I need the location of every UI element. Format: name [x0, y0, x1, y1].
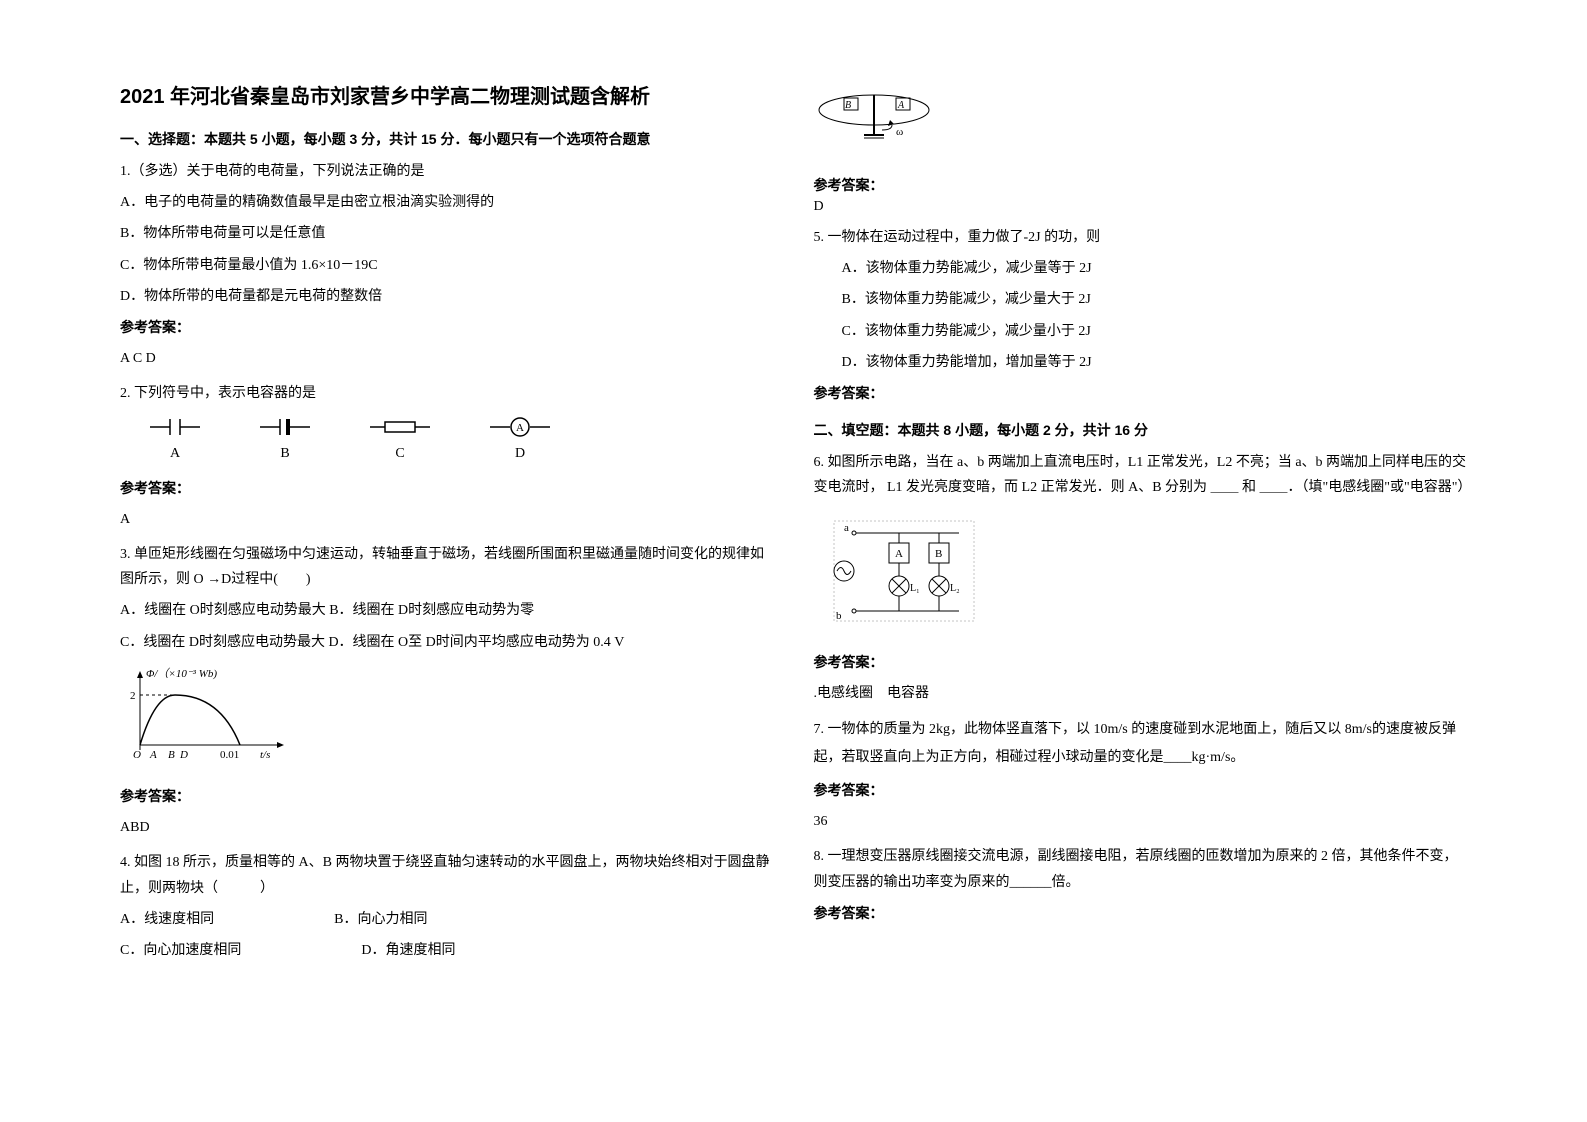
resistor-icon: [370, 417, 430, 437]
q4-answer: D: [814, 199, 1468, 215]
q2-symbols: A B C: [120, 417, 580, 466]
ammeter-icon: A: [490, 417, 550, 437]
q2-stem: 2. 下列符号中，表示电容器的是: [120, 381, 774, 406]
q3-line2: A．线圈在 O时刻感应电动势最大 B．线圈在 D时刻感应电动势为零: [120, 598, 774, 623]
q4-optB: B．向心力相同: [334, 907, 427, 932]
svg-text:A: A: [897, 100, 905, 111]
q4-stem: 4. 如图 18 所示，质量相等的 A、B 两物块置于绕竖直轴匀速转动的水平圆盘…: [120, 850, 774, 900]
q2-answer: A: [120, 507, 774, 532]
q1-stem: 1.（多选）关于电荷的电荷量，下列说法正确的是: [120, 159, 774, 184]
svg-text:D: D: [179, 749, 188, 761]
q2-label-b: B: [280, 446, 289, 461]
svg-text:ω: ω: [896, 126, 903, 138]
q2-answer-label: 参考答案：: [120, 476, 774, 501]
svg-text:L₂: L₂: [950, 583, 960, 594]
question-3: 3. 单匝矩形线圈在匀强磁场中匀速运动，转轴垂直于磁场，若线圈所围面积里磁通量随…: [120, 542, 774, 840]
q2-label-a: A: [170, 446, 180, 461]
q4-answer-label: 参考答案：: [814, 175, 1468, 195]
q1-optC: C．物体所带电荷量最小值为 1.6×10－19C: [120, 253, 774, 278]
svg-text:B: B: [168, 749, 175, 761]
q3-answer-label: 参考答案：: [120, 784, 774, 809]
q7-answer-label: 参考答案：: [814, 778, 1468, 803]
svg-text:A: A: [895, 548, 903, 560]
q4-optC: C．向心加速度相同: [120, 938, 241, 963]
q2-symbol-c: C: [370, 417, 430, 466]
q4-figure: B A ω: [814, 80, 1468, 165]
q5-optB: B．该物体重力势能减少，减少量大于 2J: [814, 287, 1468, 312]
q2-label-d: D: [515, 446, 525, 461]
question-5: 5. 一物体在运动过程中，重力做了-2J 的功，则 A．该物体重力势能减少，减少…: [814, 225, 1468, 406]
question-4: 4. 如图 18 所示，质量相等的 A、B 两物块置于绕竖直轴匀速转动的水平圆盘…: [120, 850, 774, 963]
svg-text:A: A: [516, 422, 524, 434]
svg-text:L₁: L₁: [910, 583, 920, 594]
section2-header: 二、填空题：本题共 8 小题，每小题 2 分，共计 16 分: [814, 420, 1468, 440]
question-1: 1.（多选）关于电荷的电荷量，下列说法正确的是 A．电子的电荷量的精确数值最早是…: [120, 159, 774, 371]
q8-stem: 8. 一理想变压器原线圈接交流电源，副线圈接电阻，若原线圈的匝数增加为原来的 2…: [814, 844, 1468, 894]
svg-text:2: 2: [130, 690, 136, 702]
q5-answer-label: 参考答案：: [814, 381, 1468, 406]
q2-label-c: C: [395, 446, 404, 461]
q3-graph: Φ/（×10⁻³ Wb) 2 O A B D 0.01 t/s: [120, 665, 774, 774]
q7-answer: 36: [814, 809, 1468, 834]
q3-stem: 3. 单匝矩形线圈在匀强磁场中匀速运动，转轴垂直于磁场，若线圈所围面积里磁通量随…: [120, 542, 774, 592]
q1-optD: D．物体所带的电荷量都是元电荷的整数倍: [120, 284, 774, 309]
question-8: 8. 一理想变压器原线圈接交流电源，副线圈接电阻，若原线圈的匝数增加为原来的 2…: [814, 844, 1468, 926]
q1-answer: A C D: [120, 346, 774, 371]
page-title: 2021 年河北省秦皇岛市刘家营乡中学高二物理测试题含解析: [120, 80, 774, 109]
question-6: 6. 如图所示电路，当在 a、b 两端加上直流电压时，L1 正常发光，L2 不亮…: [814, 450, 1468, 706]
q4-optA: A．线速度相同: [120, 907, 214, 932]
svg-text:0.01: 0.01: [220, 749, 239, 761]
q6-stem: 6. 如图所示电路，当在 a、b 两端加上直流电压时，L1 正常发光，L2 不亮…: [814, 450, 1468, 500]
svg-text:B: B: [845, 100, 851, 111]
q5-optD: D．该物体重力势能增加，增加量等于 2J: [814, 350, 1468, 375]
question-7: 7. 一物体的质量为 2kg，此物体竖直落下，以 10m/s 的速度碰到水泥地面…: [814, 716, 1468, 834]
svg-text:t/s: t/s: [260, 749, 270, 761]
q2-symbol-d: A D: [490, 417, 550, 466]
capacitor-plain-icon: [150, 417, 200, 437]
q5-optA: A．该物体重力势能减少，减少量等于 2J: [814, 256, 1468, 281]
q6-circuit: a b A L₁: [814, 511, 1468, 640]
q4-optD: D．角速度相同: [361, 938, 455, 963]
q2-symbol-b: B: [260, 417, 310, 466]
graph-ylabel: Φ/（×10⁻³ Wb): [146, 667, 217, 680]
question-2: 2. 下列符号中，表示电容器的是 A B: [120, 381, 774, 532]
capacitor-polarized-icon: [260, 417, 310, 437]
q3-line3: C．线圈在 D时刻感应电动势最大 D．线圈在 O至 D时间内平均感应电动势为 0…: [120, 630, 774, 655]
q2-symbol-a: A: [150, 417, 200, 466]
flux-time-graph: Φ/（×10⁻³ Wb) 2 O A B D 0.01 t/s: [120, 665, 300, 765]
q8-answer-label: 参考答案：: [814, 901, 1468, 926]
q6-answer: .电感线圈 电容器: [814, 681, 1468, 706]
q6-answer-label: 参考答案：: [814, 650, 1468, 675]
q1-answer-label: 参考答案：: [120, 315, 774, 340]
svg-text:O: O: [133, 749, 141, 761]
q3-answer: ABD: [120, 815, 774, 840]
svg-text:B: B: [935, 548, 942, 560]
svg-text:a: a: [844, 522, 849, 534]
svg-text:b: b: [836, 610, 842, 622]
rotating-disk-icon: B A ω: [814, 80, 964, 160]
ab-circuit-icon: a b A L₁: [814, 511, 984, 631]
q1-optB: B．物体所带电荷量可以是任意值: [120, 221, 774, 246]
q7-stem: 7. 一物体的质量为 2kg，此物体竖直落下，以 10m/s 的速度碰到水泥地面…: [814, 716, 1468, 772]
q1-optA: A．电子的电荷量的精确数值最早是由密立根油滴实验测得的: [120, 190, 774, 215]
q5-stem: 5. 一物体在运动过程中，重力做了-2J 的功，则: [814, 225, 1468, 250]
q5-optC: C．该物体重力势能减少，减少量小于 2J: [814, 319, 1468, 344]
svg-text:A: A: [149, 749, 157, 761]
section1-header: 一、选择题：本题共 5 小题，每小题 3 分，共计 15 分．每小题只有一个选项…: [120, 129, 774, 149]
